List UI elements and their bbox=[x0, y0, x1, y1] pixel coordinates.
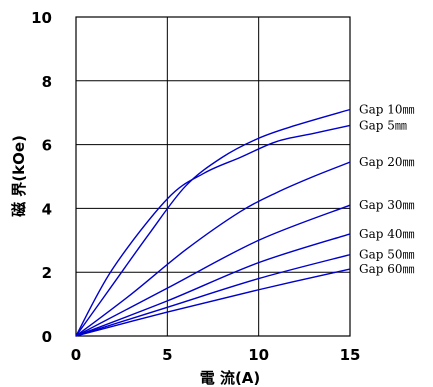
series-line bbox=[75, 108, 351, 337]
series-label: Gap 30㎜ bbox=[359, 198, 415, 212]
series-line bbox=[75, 161, 351, 337]
y-tick-label: 10 bbox=[31, 9, 52, 27]
y-tick-label: 6 bbox=[42, 137, 52, 155]
y-tick-label: 2 bbox=[42, 264, 52, 282]
x-tick-label: 0 bbox=[71, 346, 81, 364]
grid bbox=[76, 17, 350, 336]
y-tick-label: 0 bbox=[42, 328, 52, 346]
series-label: Gap 5㎜ bbox=[359, 118, 407, 132]
series-label: Gap 40㎜ bbox=[359, 227, 415, 241]
y-tick-label: 4 bbox=[42, 200, 52, 218]
x-tick-label: 5 bbox=[162, 346, 172, 364]
series-line bbox=[75, 233, 351, 337]
series-lines bbox=[75, 108, 351, 337]
series-line bbox=[75, 253, 351, 337]
y-axis-label: 磁 界(kOe) bbox=[10, 135, 28, 217]
series-line bbox=[75, 204, 351, 337]
x-axis-label: 電 流(A) bbox=[200, 369, 261, 387]
series-line bbox=[75, 124, 351, 337]
tick-labels: 0 5 10 15 0 2 4 6 8 10 bbox=[31, 9, 360, 364]
series-line bbox=[75, 268, 351, 337]
x-tick-label: 15 bbox=[340, 346, 361, 364]
plot-frame bbox=[75, 16, 351, 337]
series-label: Gap 50㎜ bbox=[359, 248, 415, 262]
series-label: Gap 10㎜ bbox=[359, 103, 415, 117]
series-label: Gap 60㎜ bbox=[359, 262, 415, 276]
series-label: Gap 20㎜ bbox=[359, 155, 415, 169]
x-tick-label: 10 bbox=[248, 346, 269, 364]
y-tick-label: 8 bbox=[42, 73, 52, 91]
